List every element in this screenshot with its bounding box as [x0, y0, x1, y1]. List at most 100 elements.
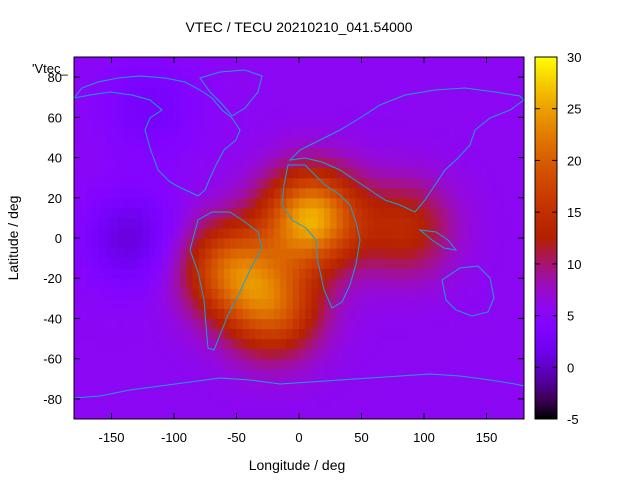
heatmap-cell [386, 288, 394, 299]
heatmap-cell [349, 338, 356, 350]
heatmap-cell [517, 217, 524, 229]
heatmap-cell [92, 187, 100, 199]
heatmap-cell [511, 147, 519, 159]
heatmap-cell [317, 348, 325, 360]
heatmap-cell [136, 278, 144, 289]
heatmap-cell [111, 278, 119, 289]
heatmap-cell [442, 177, 450, 189]
heatmap-cell [324, 258, 331, 269]
heatmap-cell [417, 107, 425, 118]
heatmap-cell [492, 67, 500, 78]
heatmap-cell [392, 127, 400, 139]
heatmap-cell [336, 107, 344, 118]
heatmap-cell [374, 127, 381, 139]
heatmap-cell [299, 328, 306, 340]
heatmap-cell [349, 348, 356, 360]
heatmap-cell [267, 77, 275, 88]
heatmap-cell [149, 227, 156, 239]
heatmap-cell [92, 97, 100, 108]
heatmap-cell [449, 197, 456, 209]
heatmap-cell [111, 157, 119, 169]
heatmap-cell [111, 197, 119, 209]
heatmap-cell [167, 268, 175, 279]
heatmap-cell [455, 318, 463, 330]
heatmap-cell [80, 177, 88, 189]
heatmap-cell [142, 398, 150, 410]
heatmap-cell [492, 278, 500, 289]
heatmap-cell [380, 388, 388, 400]
heatmap-cell [367, 378, 375, 390]
heatmap-cell [167, 258, 175, 269]
heatmap-cell [192, 157, 200, 169]
heatmap-cell [155, 238, 163, 249]
heatmap-cell [317, 187, 325, 199]
heatmap-cell [374, 227, 381, 239]
heatmap-cell [424, 167, 431, 179]
heatmap-cell [80, 227, 88, 239]
heatmap-cell [242, 278, 250, 289]
heatmap-cell [311, 308, 319, 320]
heatmap-cell [255, 217, 263, 229]
heatmap-cell [474, 127, 481, 139]
heatmap-cell [130, 87, 138, 98]
heatmap-cell [305, 288, 313, 299]
heatmap-cell [380, 408, 388, 419]
heatmap-cell [455, 87, 463, 98]
heatmap-cell [430, 77, 438, 88]
heatmap-cell [117, 217, 125, 229]
heatmap-cell [292, 127, 300, 139]
heatmap-cell [217, 338, 225, 350]
heatmap-cell [467, 57, 475, 68]
heatmap-cell [161, 117, 169, 128]
heatmap-cell [461, 358, 469, 370]
heatmap-cell [492, 408, 500, 419]
heatmap-cell [342, 328, 350, 340]
heatmap-cell [192, 348, 200, 360]
heatmap-cell [161, 67, 169, 78]
heatmap-cell [274, 258, 281, 269]
heatmap-cell [411, 238, 419, 249]
heatmap-cell [192, 258, 200, 269]
heatmap-cell [230, 358, 238, 370]
heatmap-cell [205, 197, 213, 209]
heatmap-cell [174, 197, 181, 209]
heatmap-cell [311, 378, 319, 390]
heatmap-cell [161, 207, 169, 219]
heatmap-cell [311, 278, 319, 289]
heatmap-cell [411, 67, 419, 78]
heatmap-cell [211, 107, 219, 118]
heatmap-cell [142, 117, 150, 128]
heatmap-cell [355, 298, 363, 309]
heatmap-cell [105, 238, 113, 249]
heatmap-cell [299, 318, 306, 330]
heatmap-cell [249, 378, 256, 390]
heatmap-cell [249, 278, 256, 289]
heatmap-cell [442, 308, 450, 320]
heatmap-cell [149, 328, 156, 340]
heatmap-cell [474, 238, 481, 249]
heatmap-cell [92, 398, 100, 410]
heatmap-cell [492, 227, 500, 239]
heatmap-cell [305, 187, 313, 199]
heatmap-cell [499, 298, 506, 309]
heatmap-cell [217, 217, 225, 229]
heatmap-cell [411, 157, 419, 169]
heatmap-cell [442, 207, 450, 219]
heatmap-cell [292, 147, 300, 159]
heatmap-cell [111, 117, 119, 128]
heatmap-cell [367, 358, 375, 370]
heatmap-cell [311, 227, 319, 239]
heatmap-cell [392, 238, 400, 249]
heatmap-cell [430, 318, 438, 330]
heatmap-cell [505, 258, 513, 269]
heatmap-cell [167, 288, 175, 299]
heatmap-cell [411, 217, 419, 229]
heatmap-cell [142, 147, 150, 159]
heatmap-cell [430, 278, 438, 289]
heatmap-cell [424, 57, 431, 68]
heatmap-cell [486, 268, 494, 279]
heatmap-cell [80, 238, 88, 249]
heatmap-cell [192, 187, 200, 199]
heatmap-cell [86, 197, 94, 209]
heatmap-cell [392, 398, 400, 410]
